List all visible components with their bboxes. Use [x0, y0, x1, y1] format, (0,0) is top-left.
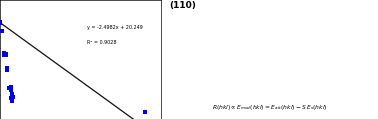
Point: [141, 111, 147, 113]
Point: [9, 93, 15, 95]
Point: [8, 97, 14, 99]
Point: [0, 21, 3, 23]
Point: [1, 52, 7, 54]
Text: (110): (110): [169, 1, 196, 10]
Point: [1, 54, 7, 56]
Text: R² = 0.9028: R² = 0.9028: [87, 40, 116, 45]
Point: [6, 87, 12, 89]
Point: [0, 30, 5, 32]
Point: [3, 53, 9, 55]
Point: [3, 54, 9, 56]
Point: [0, 22, 3, 24]
Point: [8, 86, 14, 88]
Point: [5, 67, 11, 69]
Point: [10, 96, 16, 98]
Text: $R(hkl) \propto E_{mod}(hkl) = E_{att}(hkl) - S\,E_s(hkl)$: $R(hkl) \propto E_{mod}(hkl) = E_{att}(h…: [212, 103, 327, 112]
Point: [8, 89, 14, 91]
Point: [9, 100, 15, 102]
Point: [5, 69, 11, 71]
Text: y = -2.4982x + 20.249: y = -2.4982x + 20.249: [87, 25, 143, 30]
Point: [7, 87, 13, 89]
